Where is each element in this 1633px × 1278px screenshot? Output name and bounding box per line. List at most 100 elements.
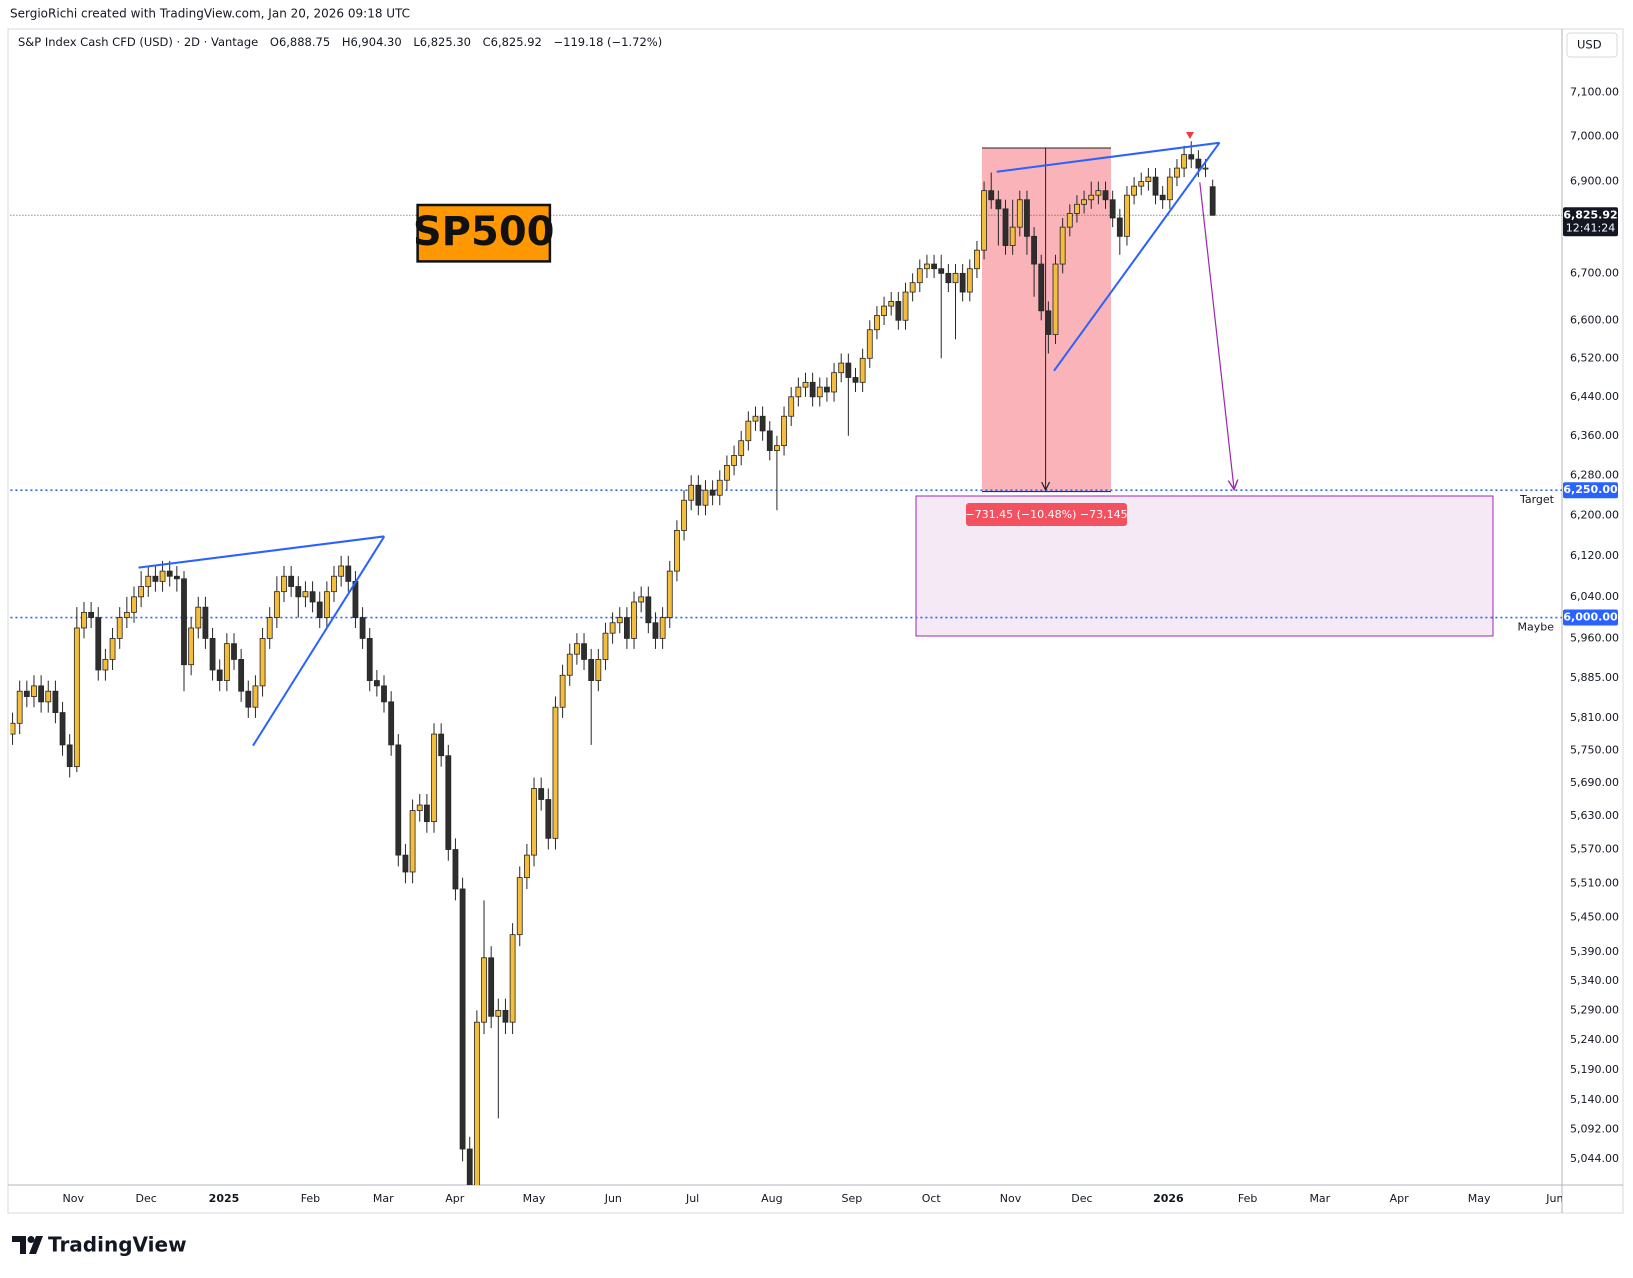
legend-low: L6,825.30 bbox=[413, 35, 471, 49]
y-tick-label: 5,190.00 bbox=[1570, 1063, 1619, 1076]
candle-body bbox=[338, 565, 345, 577]
y-tick-label: 5,450.00 bbox=[1570, 910, 1619, 923]
x-tick-label: Jun bbox=[604, 1192, 622, 1205]
currency-box bbox=[1566, 32, 1618, 58]
x-tick-label: Oct bbox=[922, 1192, 942, 1205]
candle-body bbox=[81, 611, 87, 629]
candle-body bbox=[981, 190, 987, 251]
candle-body bbox=[866, 329, 873, 359]
candle-body bbox=[252, 685, 259, 708]
candle-body bbox=[731, 455, 737, 466]
candle-body bbox=[323, 591, 330, 618]
candle-body bbox=[888, 301, 895, 307]
y-tick-label: 5,340.00 bbox=[1570, 974, 1619, 987]
y-tick-label: 5,885.00 bbox=[1570, 671, 1619, 684]
candle-body bbox=[966, 268, 973, 293]
logo-mark bbox=[12, 1236, 26, 1254]
candle-body bbox=[152, 575, 159, 582]
candle-body bbox=[10, 722, 16, 735]
candle-body bbox=[1174, 167, 1180, 178]
y-tick-label: 5,570.00 bbox=[1570, 843, 1619, 856]
candle-body bbox=[45, 690, 52, 703]
measure-label: −731.45 (−10.48%) −73,145 bbox=[965, 508, 1127, 521]
candle-body bbox=[123, 611, 130, 618]
candle-body bbox=[331, 575, 337, 593]
candle-body bbox=[459, 888, 466, 1150]
candle-body bbox=[1152, 176, 1159, 196]
x-tick-label: Feb bbox=[1238, 1192, 1257, 1205]
candle-body bbox=[452, 849, 459, 890]
candle-body bbox=[1166, 176, 1173, 201]
footer-logo: TradingView bbox=[12, 1233, 187, 1257]
x-tick-label: Dec bbox=[1071, 1192, 1092, 1205]
candle-body bbox=[195, 606, 202, 629]
countdown-label: 12:41:24 bbox=[1566, 221, 1615, 234]
candle-body bbox=[852, 377, 859, 383]
chart-title: SP500 bbox=[413, 209, 555, 255]
candle-body bbox=[702, 489, 709, 506]
x-tick-label: 2025 bbox=[209, 1192, 240, 1205]
candle-body bbox=[1102, 190, 1109, 201]
candle-body bbox=[1066, 213, 1073, 228]
candle-body bbox=[581, 643, 587, 660]
candle-body bbox=[859, 357, 866, 383]
candle-body bbox=[1159, 194, 1166, 201]
candle-body bbox=[52, 690, 59, 713]
candle-body bbox=[774, 445, 780, 451]
candle-body bbox=[1209, 186, 1216, 216]
candle-body bbox=[695, 484, 702, 506]
candle-body bbox=[509, 934, 516, 1023]
candle-body bbox=[881, 305, 887, 316]
footer-brand: TradingView bbox=[48, 1233, 187, 1257]
candle-body bbox=[709, 489, 716, 496]
candle-body bbox=[531, 788, 537, 856]
projection-arrow bbox=[1199, 182, 1234, 489]
legend-open: O6,888.75 bbox=[270, 35, 330, 49]
candle-body bbox=[188, 627, 195, 666]
x-tick-label: Aug bbox=[761, 1192, 782, 1205]
candle-body bbox=[481, 957, 487, 1023]
candle-body bbox=[1145, 176, 1152, 183]
candle-body bbox=[345, 565, 352, 582]
candle-body bbox=[688, 484, 695, 501]
candle-body bbox=[916, 268, 923, 284]
y-tick-label: 6,700.00 bbox=[1570, 266, 1619, 279]
y-tick-label: 5,390.00 bbox=[1570, 945, 1619, 958]
title-box bbox=[416, 203, 552, 263]
candle-body bbox=[1002, 208, 1009, 246]
candle-body bbox=[416, 804, 423, 811]
candle-body bbox=[1081, 199, 1087, 205]
x-tick-label: Mar bbox=[373, 1192, 394, 1205]
wedge-line bbox=[1053, 142, 1221, 372]
x-tick-label: Apr bbox=[445, 1192, 465, 1205]
candle-body bbox=[788, 396, 795, 417]
candle-body bbox=[766, 430, 773, 451]
candle-body bbox=[931, 263, 937, 270]
candle-body bbox=[924, 263, 930, 270]
candle-body bbox=[116, 617, 123, 639]
candle-body bbox=[738, 440, 745, 456]
level-label-box bbox=[1563, 609, 1618, 626]
candle-body bbox=[95, 617, 102, 671]
candle-body bbox=[609, 622, 616, 634]
candle-body bbox=[559, 674, 566, 708]
levels bbox=[10, 214, 1562, 619]
candle-body bbox=[716, 479, 723, 496]
candle-body bbox=[1009, 226, 1016, 246]
level-label-box bbox=[1563, 482, 1618, 499]
legend-close: C6,825.92 bbox=[483, 35, 542, 49]
y-tick-label: 6,520.00 bbox=[1570, 351, 1619, 364]
candle-body bbox=[359, 617, 366, 639]
candle-body bbox=[159, 570, 166, 582]
candle-body bbox=[181, 578, 187, 666]
level-label: 6,250.00 bbox=[1563, 483, 1618, 496]
candle-body bbox=[1195, 158, 1202, 169]
level-note: Maybe bbox=[1518, 621, 1555, 634]
candle-body bbox=[974, 249, 980, 270]
candle-body bbox=[959, 272, 966, 293]
candle-body bbox=[231, 643, 237, 660]
y-tick-label: 5,240.00 bbox=[1570, 1033, 1619, 1046]
candle-body bbox=[38, 685, 45, 703]
y-tick-label: 5,044.00 bbox=[1570, 1152, 1619, 1165]
